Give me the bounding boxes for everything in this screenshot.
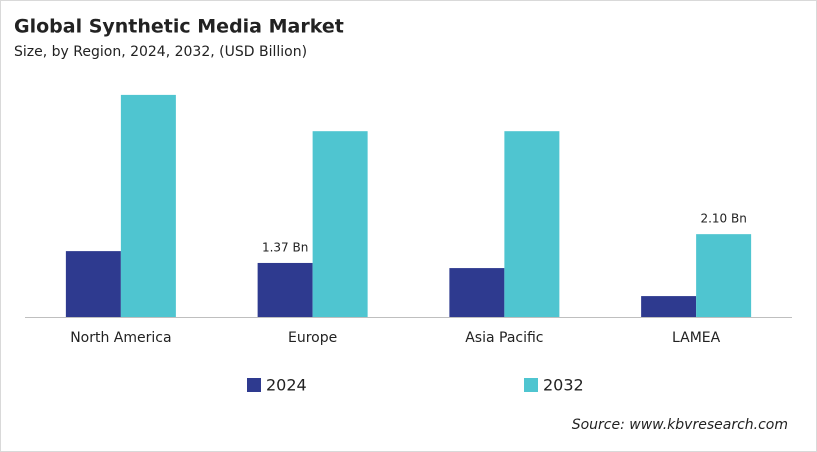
legend-label: 2032 [543, 376, 584, 395]
x-tick-label: Asia Pacific [465, 330, 543, 346]
bar [120, 94, 176, 317]
legend-swatch [247, 378, 261, 392]
legend-swatch [524, 378, 538, 392]
value-label: 2.10 Bn [700, 212, 746, 226]
chart-subtitle: Size, by Region, 2024, 2032, (USD Billio… [14, 44, 307, 60]
chart-title: Global Synthetic Media Market [14, 16, 344, 38]
bar [65, 251, 121, 317]
legend-label: 2024 [266, 376, 307, 395]
bar [449, 268, 505, 317]
bar [257, 262, 313, 317]
value-label: 1.37 Bn [262, 240, 308, 254]
bar [696, 234, 752, 317]
bar [504, 131, 560, 317]
x-tick-label: North America [70, 330, 171, 346]
x-tick-label: LAMEA [672, 330, 721, 346]
source: Source: www.kbvresearch.com [572, 417, 788, 433]
bar [312, 131, 368, 317]
x-tick-label: Europe [288, 330, 337, 346]
bar [641, 296, 697, 317]
